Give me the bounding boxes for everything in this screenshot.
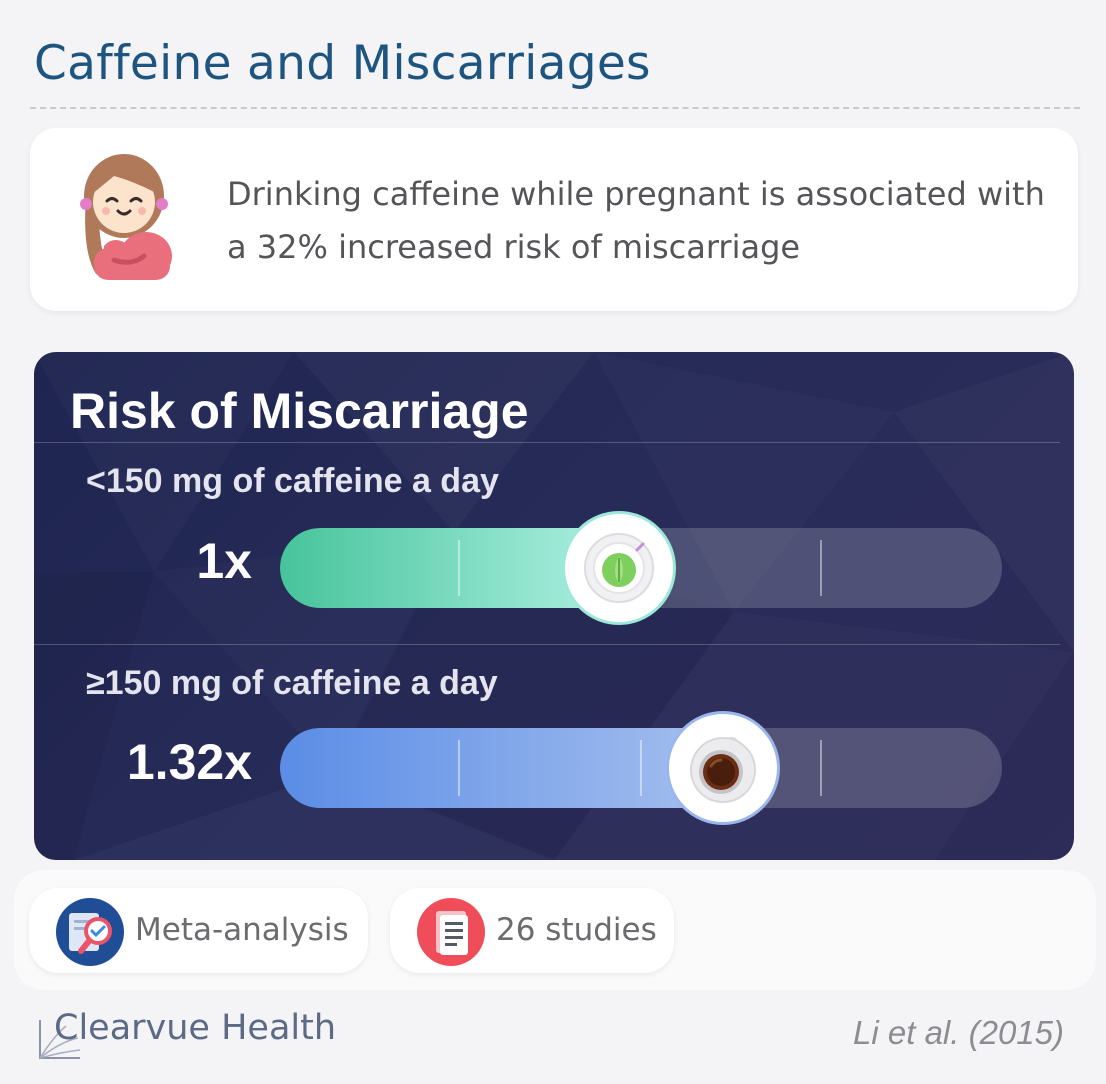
badge-label: 26 studies — [496, 912, 657, 948]
badge-studies: 26 studies — [390, 888, 674, 973]
grid-tick — [820, 740, 822, 796]
page-title: Caffeine and Miscarriages — [34, 36, 651, 91]
bar-track-high — [280, 728, 1002, 808]
coffee-cup-icon — [665, 711, 780, 825]
badge-meta-analysis: Meta-analysis — [29, 888, 368, 973]
row-separator — [34, 644, 1060, 645]
category-label-low: <150 mg of caffeine a day — [86, 462, 499, 500]
pregnant-woman-icon — [80, 154, 172, 280]
value-label-low: 1x — [196, 533, 252, 589]
title-rule — [34, 442, 1060, 443]
document-stack-icon — [417, 898, 485, 966]
magnifier-document-icon — [56, 898, 124, 966]
citation: Li et al. (2015) — [853, 1014, 1064, 1051]
summary-card — [30, 128, 1078, 311]
bar-high — [280, 728, 731, 808]
leaf-cup-icon — [561, 511, 676, 625]
grid-tick — [640, 740, 642, 796]
category-label-high: ≥150 mg of caffeine a day — [86, 664, 498, 702]
brand-mark-icon — [39, 1020, 81, 1059]
grid-tick — [458, 740, 460, 796]
summary-text: Drinking caffeine while pregnant is asso… — [227, 175, 1045, 266]
chart-title: Risk of Miscarriage — [70, 383, 529, 439]
grid-tick — [820, 540, 822, 596]
title-divider — [30, 107, 1080, 109]
brand-name: Clearvue Health — [54, 1008, 337, 1048]
risk-chart-panel: Risk of Miscarriage <150 mg of caffeine … — [34, 352, 1074, 860]
grid-tick — [458, 540, 460, 596]
value-label-high: 1.32x — [126, 734, 252, 790]
badge-label: Meta-analysis — [135, 912, 349, 948]
